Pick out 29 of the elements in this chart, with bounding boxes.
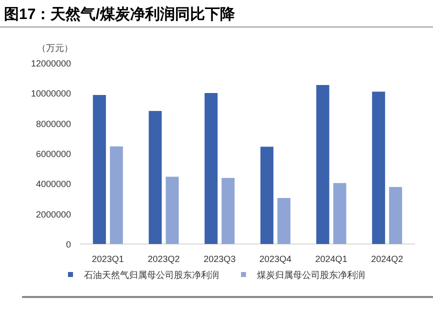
- y-tick-label: 2000000: [36, 209, 71, 220]
- legend-label: 煤炭归属母公司股东净利润: [257, 270, 365, 280]
- legend-label: 石油天然气归属母公司股东净利润: [84, 270, 219, 280]
- bar: [277, 198, 290, 244]
- y-tick-label: 12000000: [30, 58, 71, 68]
- y-tick-label: 4000000: [36, 179, 71, 190]
- bar: [92, 94, 106, 244]
- bar: [204, 93, 218, 244]
- y-tick-label: 10000000: [30, 88, 71, 99]
- x-tick-label: 2023Q4: [259, 254, 292, 264]
- bar: [372, 92, 386, 244]
- y-tick-label: 0: [66, 240, 71, 250]
- bar: [166, 176, 179, 244]
- y-axis-title: （万元）: [37, 43, 73, 53]
- bar: [333, 183, 346, 244]
- bar: [260, 146, 274, 244]
- x-tick-label: 2023Q1: [92, 254, 124, 264]
- x-tick-label: 2024Q2: [371, 254, 404, 264]
- x-tick-label: 2024Q1: [315, 254, 348, 264]
- y-tick-label: 6000000: [36, 149, 71, 159]
- chart-title: 图17：天然气/煤炭净利润同比下降: [4, 5, 236, 23]
- x-tick-label: 2023Q3: [204, 254, 236, 264]
- x-tick-label: 2023Q2: [148, 254, 180, 264]
- bar: [110, 146, 123, 244]
- bar: [222, 178, 235, 244]
- bar: [148, 110, 162, 244]
- bar: [389, 186, 402, 244]
- y-tick-label: 8000000: [36, 118, 71, 129]
- bar: [316, 85, 330, 244]
